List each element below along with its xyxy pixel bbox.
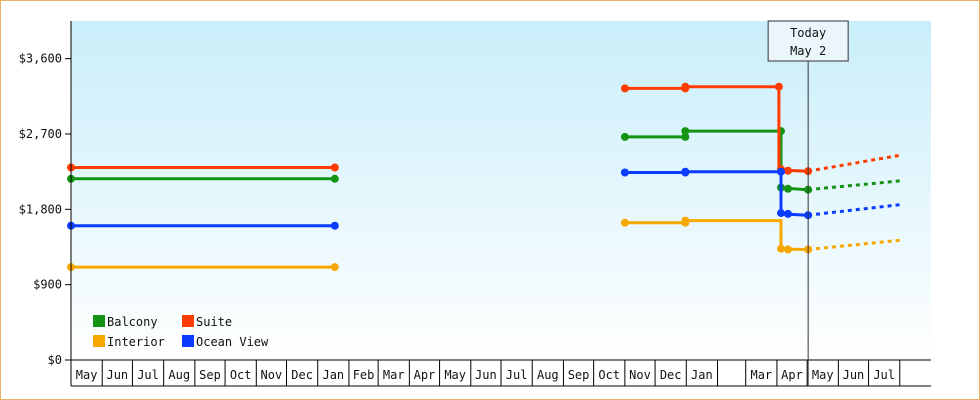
data-point	[330, 263, 339, 272]
month-label: Dec	[291, 368, 313, 382]
month-label: Nov	[629, 368, 651, 382]
month-label: Jan	[691, 368, 713, 382]
today-marker: Today May 2	[767, 20, 849, 386]
month-label: Feb	[353, 368, 375, 382]
data-point	[681, 132, 690, 141]
month-label: Sep	[199, 368, 221, 382]
month-label: Jul	[137, 368, 159, 382]
y-tick-label: $0	[48, 353, 62, 367]
month-label: Jul	[873, 368, 895, 382]
month-label: Dec	[660, 368, 682, 382]
month-label: Mar	[383, 368, 405, 382]
data-point	[784, 184, 792, 193]
series-ocean-view	[67, 167, 900, 230]
data-point	[681, 82, 690, 91]
y-tick-label: $900	[33, 278, 62, 292]
y-tick-label: $3,600	[19, 52, 62, 66]
month-label: May	[76, 368, 98, 382]
data-point	[784, 166, 792, 175]
data-point	[777, 244, 785, 253]
month-label: Jun	[106, 368, 128, 382]
data-point	[774, 82, 783, 91]
today-box	[767, 20, 849, 62]
data-point	[777, 209, 785, 218]
legend-swatch	[182, 315, 194, 327]
legend-label: Suite	[196, 315, 232, 329]
month-label: Jun	[843, 368, 865, 382]
data-point	[777, 167, 785, 176]
series-layer	[67, 82, 901, 272]
month-label: Nov	[261, 368, 283, 382]
data-point	[784, 245, 792, 254]
legend-swatch	[182, 335, 194, 347]
month-label: May	[444, 368, 466, 382]
data-point	[330, 174, 339, 183]
data-point	[620, 132, 629, 141]
today-label: Today	[790, 26, 826, 40]
data-point	[681, 216, 690, 225]
month-label: Jul	[506, 368, 528, 382]
legend-swatch	[93, 335, 105, 347]
data-point	[330, 221, 339, 230]
data-point	[330, 163, 339, 172]
month-label: May	[812, 368, 834, 382]
today-date-label: May 2	[790, 44, 826, 58]
month-label: Oct	[598, 368, 620, 382]
series-interior	[67, 216, 900, 272]
month-label: Jun	[475, 368, 497, 382]
data-point	[620, 218, 629, 227]
legend: Balcony Suite Interior Ocean View	[93, 315, 269, 349]
data-point	[620, 84, 629, 93]
month-label: Mar	[750, 368, 772, 382]
data-point	[784, 209, 792, 218]
y-tick-label: $1,800	[19, 202, 62, 216]
month-label: Aug	[168, 368, 190, 382]
month-label: Oct	[230, 368, 252, 382]
month-label: Aug	[537, 368, 559, 382]
data-point	[620, 168, 629, 177]
legend-label: Interior	[107, 335, 165, 349]
y-tick-label: $2,700	[19, 127, 62, 141]
month-label: Sep	[568, 368, 590, 382]
data-point	[681, 127, 690, 136]
legend-label: Balcony	[107, 315, 158, 329]
month-label: Apr	[781, 368, 803, 382]
legend-label: Ocean View	[196, 335, 269, 349]
legend-swatch	[93, 315, 105, 327]
month-label: Jan	[322, 368, 344, 382]
data-point	[681, 167, 690, 176]
month-label: Apr	[414, 368, 436, 382]
axes-layer: $0 $900 $1,800 $2,700 $3,600 May Jun Jul Aug Sep O…	[19, 21, 931, 387]
